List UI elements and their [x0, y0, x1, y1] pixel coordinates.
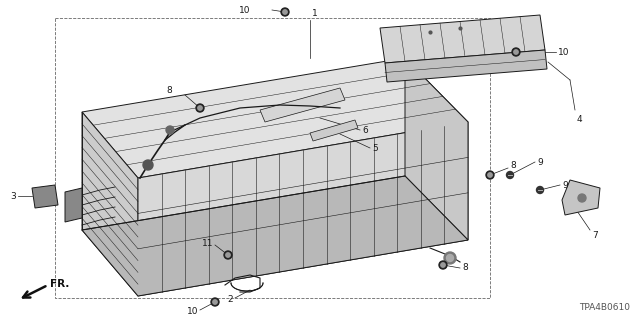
Text: 1: 1	[312, 9, 317, 18]
Text: 10: 10	[558, 47, 570, 57]
Polygon shape	[82, 176, 468, 296]
Circle shape	[441, 263, 445, 267]
Polygon shape	[82, 58, 468, 178]
Circle shape	[212, 300, 217, 304]
Circle shape	[196, 104, 204, 112]
Text: 8: 8	[462, 263, 468, 273]
Text: 6: 6	[362, 125, 368, 134]
Text: 7: 7	[592, 230, 598, 239]
Text: 8: 8	[510, 161, 516, 170]
Circle shape	[512, 48, 520, 56]
Polygon shape	[82, 112, 138, 296]
Polygon shape	[405, 58, 468, 240]
Circle shape	[506, 172, 513, 179]
Text: 9: 9	[537, 157, 543, 166]
Polygon shape	[65, 188, 82, 222]
Circle shape	[447, 254, 454, 261]
Polygon shape	[380, 15, 545, 63]
Text: 5: 5	[372, 143, 378, 153]
Polygon shape	[562, 180, 600, 215]
Circle shape	[444, 252, 456, 264]
Circle shape	[226, 253, 230, 257]
Circle shape	[439, 261, 447, 269]
Circle shape	[536, 187, 543, 194]
Text: 8: 8	[166, 85, 172, 94]
Circle shape	[211, 298, 219, 306]
Text: 10: 10	[239, 5, 250, 14]
Text: TPA4B0610: TPA4B0610	[579, 303, 630, 312]
Text: 2: 2	[227, 295, 233, 305]
Circle shape	[488, 173, 492, 177]
Circle shape	[198, 106, 202, 110]
Circle shape	[143, 160, 153, 170]
Circle shape	[224, 251, 232, 259]
Text: 4: 4	[577, 115, 582, 124]
Polygon shape	[32, 185, 58, 208]
Circle shape	[514, 50, 518, 54]
Circle shape	[578, 194, 586, 202]
Text: 9: 9	[562, 180, 568, 189]
Circle shape	[486, 171, 494, 179]
Circle shape	[166, 126, 174, 134]
Text: FR.: FR.	[50, 279, 69, 289]
Circle shape	[281, 8, 289, 16]
Text: 3: 3	[10, 191, 16, 201]
Text: 10: 10	[186, 308, 198, 316]
Polygon shape	[385, 50, 547, 82]
Polygon shape	[260, 88, 345, 122]
Circle shape	[283, 10, 287, 14]
Polygon shape	[138, 122, 468, 296]
Text: 11: 11	[202, 238, 213, 247]
Polygon shape	[310, 120, 358, 141]
